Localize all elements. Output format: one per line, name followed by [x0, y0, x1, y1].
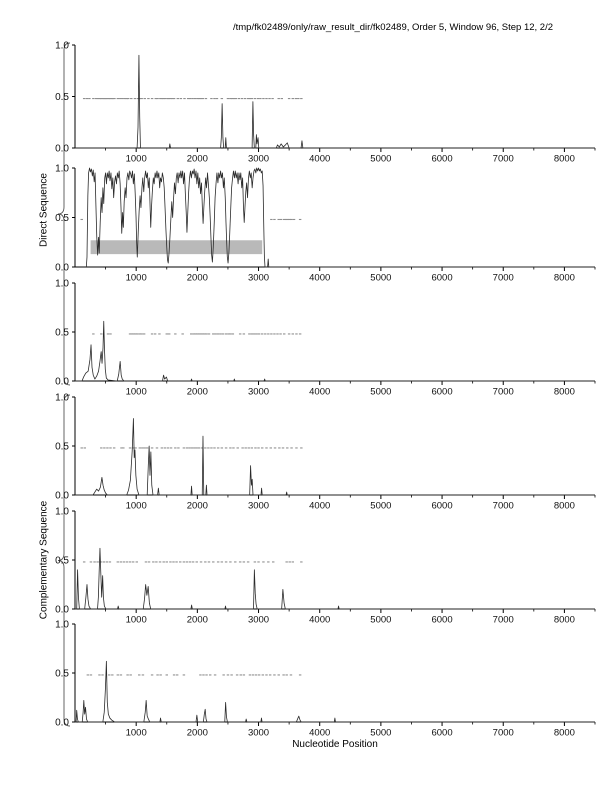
x-tick-label: 5000: [370, 154, 391, 165]
probability-curve: [75, 660, 595, 723]
y-tick-label: 0.5: [55, 213, 69, 224]
y-tick-label: 0.5: [55, 668, 69, 679]
x-tick-label: 3000: [248, 615, 269, 626]
panel-complementary-3: 0.0 0.5 1.0 1000 2000 3000 4000 5000 6000 7000 800…: [55, 619, 596, 739]
plot-title: /tmp/fk02489/only/raw_result_dir/fk02489…: [232, 22, 554, 33]
panel-direct-1: 0.0 0.5 1.0 1000 2000 3000 4000 5000 6000 7000 800…: [55, 40, 596, 165]
panel-direct-3: 0.0 0.5 1.0 1000 2000 3000 4000 5000 6000 7000 800…: [55, 278, 596, 398]
y-tick-label: 0.5: [55, 441, 69, 452]
complementary-group-brace: [57, 394, 71, 727]
x-tick-label: 4000: [309, 387, 330, 398]
x-tick-label: 3000: [248, 387, 269, 398]
x-tick-label: 8000: [554, 154, 575, 165]
x-tick-label: 1000: [126, 615, 147, 626]
x-tick-label: 2000: [187, 387, 208, 398]
y-tick-label: 0.0: [55, 376, 69, 387]
panel-complementary-2: 0.0 0.5 1.0 1000 2000 3000 4000 5000 6000 7000 800…: [55, 506, 596, 626]
x-tick-label: 5000: [370, 387, 391, 398]
x-tick-label: 6000: [431, 387, 452, 398]
y-tick-label: 1.0: [55, 619, 69, 630]
x-tick-label: 7000: [493, 501, 514, 512]
probability-curve: [85, 167, 595, 268]
probability-curve: [75, 418, 595, 496]
x-tick-label: 7000: [493, 728, 514, 739]
x-tick-label: 7000: [493, 387, 514, 398]
x-axis-label: Nucleotide Position: [292, 739, 378, 750]
y-tick-label: 0.5: [55, 327, 69, 338]
x-tick-label: 5000: [370, 615, 391, 626]
y-tick-label: 1.0: [55, 392, 69, 403]
y-tick-label: 1.0: [55, 40, 69, 51]
x-tick-label: 1000: [126, 501, 147, 512]
x-tick-label: 5000: [370, 501, 391, 512]
probability-curve: [75, 54, 595, 149]
y-tick-label: 0.0: [55, 717, 69, 728]
y-tick-label: 0.0: [55, 604, 69, 615]
x-tick-label: 6000: [431, 154, 452, 165]
x-tick-label: 4000: [309, 154, 330, 165]
x-tick-label: 8000: [554, 501, 575, 512]
probability-curve: [75, 320, 595, 382]
y-tick-label: 1.0: [55, 278, 69, 289]
y-tick-label: 1.0: [55, 163, 69, 174]
x-tick-label: 2000: [187, 273, 208, 284]
x-tick-label: 6000: [431, 501, 452, 512]
x-tick-label: 8000: [554, 615, 575, 626]
y-tick-label: 0.0: [55, 490, 69, 501]
y-tick-label: 0.0: [55, 143, 69, 154]
x-tick-label: 4000: [309, 501, 330, 512]
probability-curve: [75, 547, 595, 610]
panel-complementary-1: 0.0 0.5 1.0 1000 2000 3000 4000 5000 6000 7000 800…: [55, 392, 596, 512]
x-tick-label: 7000: [493, 615, 514, 626]
x-tick-label: 2000: [187, 501, 208, 512]
x-tick-label: 7000: [493, 273, 514, 284]
y-tick-label: 0.0: [55, 262, 69, 273]
x-tick-label: 4000: [309, 728, 330, 739]
x-tick-label: 8000: [554, 387, 575, 398]
x-tick-label: 4000: [309, 273, 330, 284]
x-tick-label: 5000: [370, 728, 391, 739]
x-tick-label: 2000: [187, 615, 208, 626]
x-tick-label: 3000: [248, 728, 269, 739]
x-tick-label: 1000: [126, 387, 147, 398]
x-tick-label: 3000: [248, 501, 269, 512]
panel-direct-2: 0.0 0.5 1.0 1000 2000 3000 4000 5000 6000 7000 800…: [55, 163, 596, 284]
x-tick-label: 4000: [309, 615, 330, 626]
x-tick-label: 6000: [431, 273, 452, 284]
x-tick-label: 2000: [187, 728, 208, 739]
x-tick-label: 1000: [126, 273, 147, 284]
x-tick-label: 8000: [554, 728, 575, 739]
x-tick-label: 1000: [126, 154, 147, 165]
x-tick-label: 6000: [431, 615, 452, 626]
x-tick-label: 7000: [493, 154, 514, 165]
x-tick-label: 8000: [554, 273, 575, 284]
x-tick-label: 3000: [248, 154, 269, 165]
y-tick-label: 0.5: [55, 92, 69, 103]
x-tick-label: 5000: [370, 273, 391, 284]
y-tick-label: 1.0: [55, 506, 69, 517]
highlight-bar: [90, 240, 263, 255]
y-tick-label: 0.5: [55, 555, 69, 566]
x-tick-label: 6000: [431, 728, 452, 739]
x-tick-label: 2000: [187, 154, 208, 165]
x-tick-label: 3000: [248, 273, 269, 284]
x-tick-label: 1000: [126, 728, 147, 739]
direct-group-brace: [57, 42, 71, 386]
